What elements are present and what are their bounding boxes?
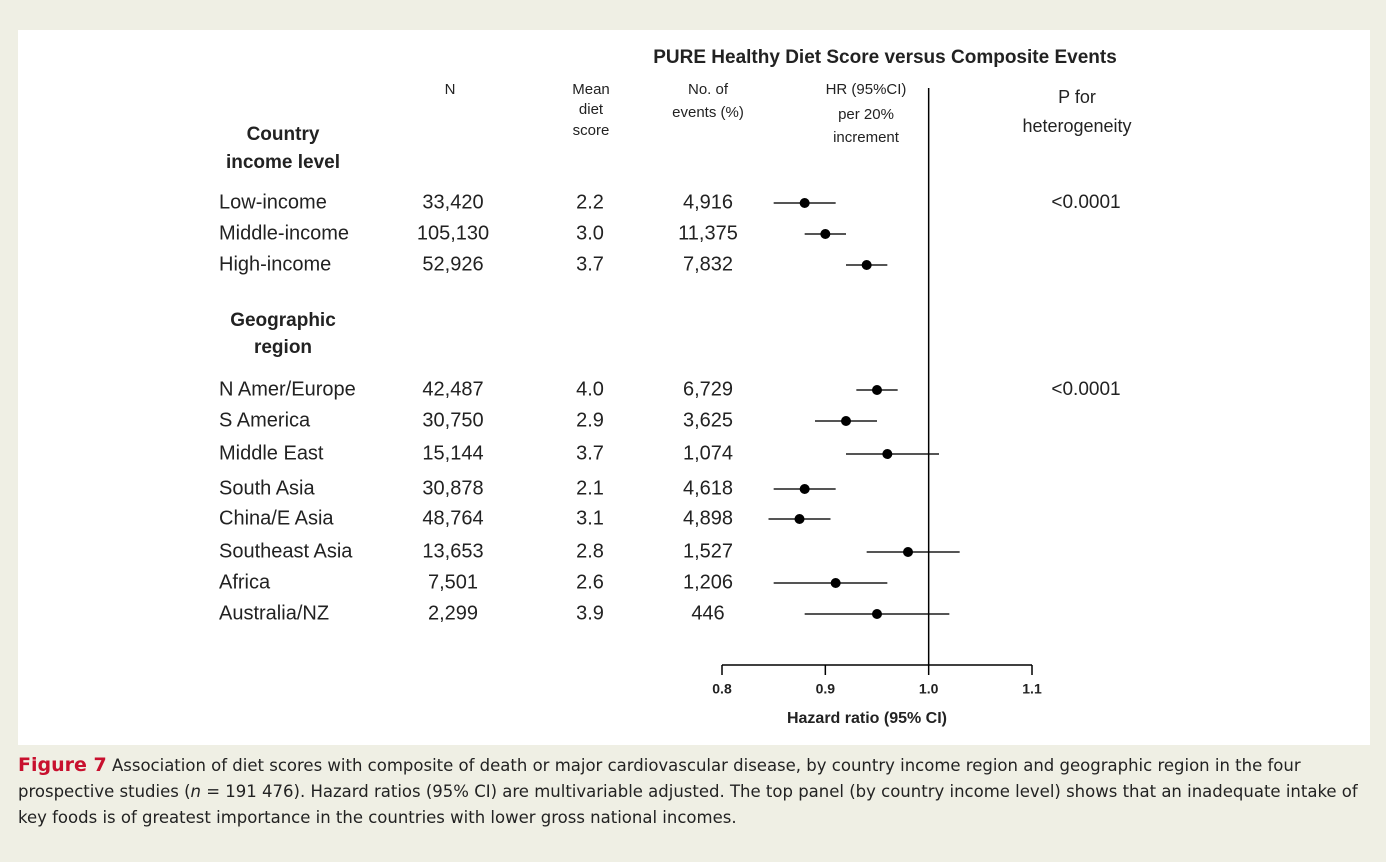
cell-n: 33,420 [422,191,483,213]
column-header: heterogeneity [1022,116,1131,136]
cell-n: 52,926 [422,253,483,275]
column-header: N [445,81,456,98]
point-estimate [841,416,851,426]
column-header: Mean [572,81,610,98]
cell-n: 30,750 [422,409,483,431]
column-header: events (%) [672,104,744,121]
group-heading: income level [226,152,340,173]
cell-n: 2,299 [428,602,478,624]
column-header: score [573,122,610,139]
column-header: HR (95%CI) [826,81,907,98]
cell-mean: 3.9 [576,602,604,624]
row-label: Southeast Asia [219,540,353,562]
cell-events: 7,832 [683,253,733,275]
cell-n: 42,487 [422,378,483,400]
row-label: Australia/NZ [219,602,329,624]
cell-n: 13,653 [422,540,483,562]
point-estimate [903,547,913,557]
row-label: Low-income [219,191,327,213]
cell-events: 11,375 [678,222,738,244]
row-label: Africa [219,571,271,593]
point-estimate [872,609,882,619]
caption: Figure 7 Association of diet scores with… [18,752,1368,831]
row-label: Middle East [219,442,324,464]
p-heterogeneity: <0.0001 [1051,379,1120,400]
cell-events: 4,898 [683,507,733,529]
figure-label: Figure 7 [18,754,107,776]
cell-events: 4,618 [683,477,733,499]
x-tick-label: 0.9 [816,681,836,697]
chart-title: PURE Healthy Diet Score versus Composite… [653,47,1117,68]
x-tick-label: 1.0 [919,681,939,697]
cell-n: 105,130 [417,222,489,244]
cell-events: 1,527 [683,540,733,562]
caption-text: Association of diet scores with composit… [18,756,1301,801]
column-header: P for [1058,87,1096,107]
chart: PURE Healthy Diet Score versus Composite… [18,30,1370,745]
cell-mean: 3.1 [576,507,604,529]
cell-events: 6,729 [683,378,733,400]
cell-events: 3,625 [683,409,733,431]
cell-mean: 3.0 [576,222,604,244]
x-tick-label: 0.8 [712,681,732,697]
point-estimate [861,260,872,270]
row-label: China/E Asia [219,507,334,529]
point-estimate [799,198,810,208]
row-label: High-income [219,253,331,275]
column-header: increment [833,129,900,146]
cell-n: 48,764 [422,507,483,529]
p-heterogeneity: <0.0001 [1051,192,1120,213]
point-estimate [872,385,882,395]
cell-events: 1,074 [683,442,733,464]
cell-mean: 2.1 [576,477,604,499]
row-label: N Amer/Europe [219,378,356,400]
cell-n: 30,878 [422,477,483,499]
column-header: No. of [688,81,729,98]
cell-mean: 2.9 [576,409,604,431]
point-estimate [794,514,805,524]
group-heading: region [254,337,312,358]
cell-n: 15,144 [422,442,483,464]
cell-events: 4,916 [683,191,733,213]
group-heading: Country [247,124,320,145]
point-estimate [882,449,893,459]
cell-mean: 3.7 [576,442,604,464]
cell-mean: 2.2 [576,191,604,213]
cell-mean: 2.8 [576,540,604,562]
group-heading: Geographic [230,310,336,331]
column-header: diet [579,101,604,118]
row-label: Middle-income [219,222,349,244]
cell-events: 1,206 [683,571,733,593]
column-header: per 20% [838,106,894,123]
caption-text: = 191 476). Hazard ratios (95% CI) are m… [18,782,1358,827]
cell-mean: 4.0 [576,378,604,400]
row-label: South Asia [219,477,316,499]
cell-events: 446 [691,602,724,624]
cell-n: 7,501 [428,571,478,593]
point-estimate [820,229,831,239]
row-label: S America [219,409,311,431]
x-axis-label: Hazard ratio (95% CI) [787,710,947,727]
x-tick-label: 1.1 [1022,681,1042,697]
point-estimate [830,578,841,588]
caption-italic: n [190,782,201,801]
point-estimate [799,484,810,494]
cell-mean: 3.7 [576,253,604,275]
cell-mean: 2.6 [576,571,604,593]
